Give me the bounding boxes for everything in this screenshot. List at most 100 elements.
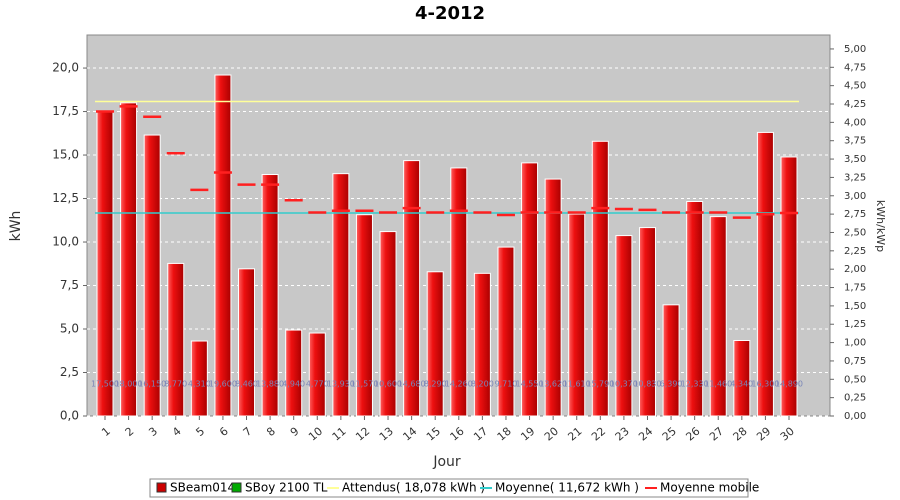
y-tick-label: 2,5	[60, 365, 79, 379]
legend	[149, 478, 749, 498]
data-label: 19,600	[209, 380, 237, 389]
y2-tick-label: 2,50	[844, 227, 866, 238]
bar	[591, 140, 609, 417]
bar	[308, 332, 326, 417]
bar	[497, 246, 515, 417]
x-axis-label: Jour	[432, 454, 461, 470]
legend-swatch	[156, 482, 167, 493]
y2-tick-label: 0,50	[844, 374, 866, 385]
x-tick-label: 8	[264, 425, 278, 439]
y-tick-label: 5,0	[60, 322, 79, 336]
bar	[403, 160, 421, 417]
x-tick-label: 26	[683, 425, 702, 444]
x-tick-label: 7	[241, 425, 255, 439]
bar	[426, 271, 444, 417]
data-label: 10,830	[633, 380, 661, 389]
data-label: 4,940	[282, 380, 305, 389]
bar	[662, 304, 680, 417]
data-label: 14,890	[775, 380, 803, 389]
x-tick-label: 12	[353, 425, 372, 444]
x-tick-label: 25	[660, 425, 679, 444]
x-tick-label: 16	[448, 425, 467, 444]
x-tick-label: 13	[377, 425, 396, 444]
bar	[756, 131, 774, 417]
data-label: 16,150	[138, 380, 166, 389]
x-tick-label: 10	[306, 425, 325, 444]
y2-tick-label: 4,75	[844, 62, 866, 73]
legend-label: SBoy 2100 TL	[245, 481, 328, 495]
bar	[167, 262, 185, 417]
x-tick-label: 24	[636, 425, 655, 444]
x-tick-label: 17	[471, 425, 490, 444]
bar	[285, 329, 303, 417]
data-label: 11,610	[563, 380, 591, 389]
x-tick-label: 20	[542, 425, 561, 444]
data-label: 4,310	[188, 380, 211, 389]
y2-axis-label: kWh/kWp	[874, 200, 887, 252]
bar	[96, 111, 114, 417]
legend-label: Moyenne( 11,672 kWh )	[495, 481, 639, 495]
x-tick-label: 5	[193, 425, 207, 439]
y2-tick-label: 1,75	[844, 283, 866, 294]
data-label: 4,770	[306, 380, 329, 389]
data-label: 13,930	[327, 380, 355, 389]
data-label: 8,460	[235, 380, 258, 389]
x-tick-label: 11	[330, 425, 349, 444]
data-label: 4,340	[730, 380, 753, 389]
y2-tick-label: 1,00	[844, 338, 866, 349]
data-label: 10,370	[610, 380, 638, 389]
y2-tick-label: 3,00	[844, 191, 866, 202]
y-tick-label: 7,5	[60, 278, 79, 292]
x-tick-label: 9	[288, 425, 302, 439]
bar	[473, 272, 491, 417]
x-tick-label: 27	[707, 425, 726, 444]
data-label: 13,880	[256, 380, 284, 389]
data-label: 8,200	[471, 380, 494, 389]
data-label: 13,620	[539, 380, 567, 389]
y-tick-label: 12,5	[52, 191, 79, 205]
legend-label: Moyenne mobile	[660, 481, 759, 495]
x-tick-label: 3	[146, 425, 160, 439]
y2-tick-label: 3,25	[844, 172, 866, 183]
x-tick-label: 1	[99, 425, 113, 439]
y2-tick-label: 1,50	[844, 301, 866, 312]
bar	[190, 340, 208, 417]
bar	[143, 134, 161, 417]
y-tick-label: 17,5	[52, 104, 79, 118]
x-tick-label: 4	[170, 425, 184, 439]
bar	[120, 102, 138, 417]
x-tick-label: 15	[424, 425, 443, 444]
x-tick-label: 28	[731, 425, 750, 444]
y2-tick-label: 0,75	[844, 356, 866, 367]
y2-tick-label: 2,75	[844, 209, 866, 220]
y2-tick-label: 1,25	[844, 319, 866, 330]
chart-title: 4-2012	[415, 3, 485, 24]
y2-tick-label: 0,00	[844, 411, 866, 422]
data-label: 6,390	[660, 380, 683, 389]
legend-label: SBeam014	[170, 481, 235, 495]
data-label: 11,570	[350, 380, 378, 389]
x-tick-label: 18	[495, 425, 514, 444]
data-label: 10,600	[374, 380, 402, 389]
x-tick-label: 30	[778, 425, 797, 444]
y-tick-label: 15,0	[52, 148, 79, 162]
legend-label: Attendus( 18,078 kWh )	[342, 481, 485, 495]
y2-tick-label: 3,50	[844, 154, 866, 165]
x-tick-label: 19	[518, 425, 537, 444]
data-label: 8,290	[424, 380, 447, 389]
y-tick-label: 20,0	[52, 61, 79, 75]
bar	[733, 339, 751, 417]
y2-tick-label: 5,00	[844, 44, 866, 55]
data-label: 16,300	[751, 380, 779, 389]
x-tick-label: 29	[754, 425, 773, 444]
data-label: 14,260	[445, 380, 473, 389]
data-label: 15,790	[586, 380, 614, 389]
bar	[214, 74, 232, 417]
y2-tick-label: 4,25	[844, 99, 866, 110]
x-tick-label: 21	[566, 425, 585, 444]
data-label: 18,000	[115, 380, 143, 389]
bar	[780, 156, 798, 417]
y-axis-label: kWh	[8, 211, 24, 242]
x-tick-label: 22	[589, 425, 608, 444]
